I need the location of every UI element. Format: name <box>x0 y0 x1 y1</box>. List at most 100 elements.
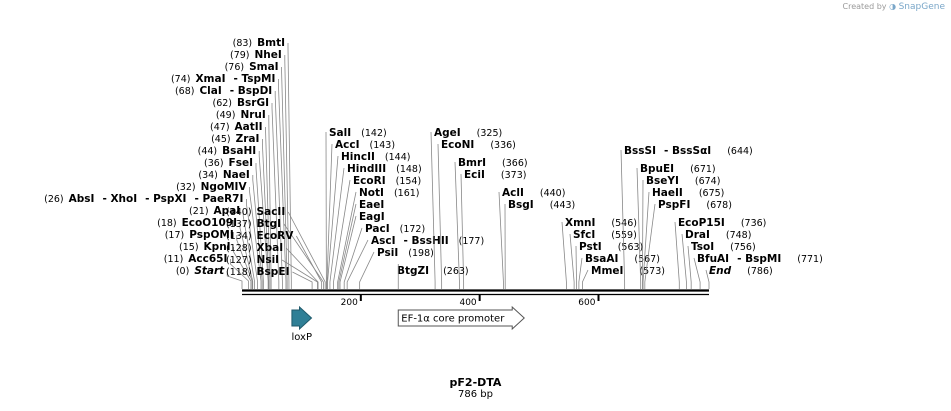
site-leader-bsrgi <box>271 103 280 289</box>
enzyme-name-clai: ClaI <box>199 85 221 97</box>
site-leader-paci <box>343 227 363 289</box>
site-position: (748) <box>726 230 752 241</box>
enzyme-name-hindiii: HindIII <box>347 163 386 175</box>
enzyme-name-paci: PacI <box>365 223 390 235</box>
enzyme-name-bsahi: BsaHI <box>222 145 256 157</box>
site-position: (79) <box>230 50 250 61</box>
enzyme-name-acc65i: Acc65I <box>188 253 227 265</box>
enzyme-name-aatii: AatII <box>235 121 263 133</box>
site-position: (177) <box>459 236 485 247</box>
site-leader-asci <box>346 239 369 289</box>
feature-arrow-ef-1-core-promoter <box>397 305 525 331</box>
site-position: (573) <box>639 266 665 277</box>
site-leader-aatii <box>265 127 271 289</box>
site-leader-sfci <box>569 233 575 289</box>
enzyme-name-xhoi: - XhoI <box>102 193 137 205</box>
site-leader-psii <box>359 251 375 289</box>
site-leader-tsoi <box>687 245 692 289</box>
site-leader-hincii <box>327 155 339 289</box>
enzyme-name-acci: AccI <box>335 139 359 151</box>
site-leader-ecori <box>333 179 351 289</box>
enzyme-name-btgzi: BtgZI <box>397 265 429 277</box>
site-label-ngomiv: (32) NgoMIV <box>176 181 247 193</box>
enzyme-name-drai: DraI <box>685 229 710 241</box>
plasmid-length: 786 bp <box>458 389 493 400</box>
enzyme-name-xmni: XmnI <box>565 217 595 229</box>
snapgene-credit: Created by ◑ SnapGene <box>843 2 946 12</box>
site-position: (154) <box>396 176 422 187</box>
site-label-tsoi: TsoI (756) <box>691 241 756 253</box>
site-position: (34) <box>198 170 218 181</box>
site-leader-drai <box>681 233 687 289</box>
site-label-bfuai: BfuAI - BspMI (771) <box>697 253 823 265</box>
site-leader-nhei <box>284 55 290 289</box>
site-position: (559) <box>611 230 637 241</box>
site-label-bsahi: (44) BsaHI <box>198 145 257 157</box>
site-position: (546) <box>611 218 637 229</box>
enzyme-name-xbai: XbaI <box>257 242 284 254</box>
enzyme-name-ecorv: EcoRV <box>257 230 295 242</box>
site-label-drai: DraI (748) <box>685 229 751 241</box>
enzyme-name-haeii: HaeII <box>652 187 683 199</box>
enzyme-name-bsaai: BsaAI <box>585 253 618 265</box>
site-label-bpuei: BpuEI (671) <box>640 163 716 175</box>
site-leader-bsaai <box>578 257 583 289</box>
site-leader-absi <box>245 199 258 289</box>
site-leader-pspomi <box>236 235 253 289</box>
site-leader-pspfi <box>644 203 656 289</box>
site-position: (771) <box>797 254 823 265</box>
enzyme-name-pspfi: PspFI <box>658 199 690 211</box>
site-label-kpni: (15) KpnI <box>179 241 231 253</box>
site-position: (198) <box>408 248 434 259</box>
site-label-sfci: SfcI (559) <box>573 229 637 241</box>
site-position: (127) <box>226 255 252 266</box>
site-leader-fsei <box>255 163 264 289</box>
site-position: (47) <box>210 122 230 133</box>
enzyme-name-eagi: EagI <box>359 211 385 223</box>
site-label-ecop15i: EcoP15I (736) <box>678 217 766 229</box>
enzyme-name-fsei: FseI <box>229 157 253 169</box>
site-label-sali: SalI (142) <box>329 127 387 139</box>
site-label-bsssi: BssSI - BssSαI (644) <box>624 145 753 157</box>
site-label-xmni: XmnI (546) <box>565 217 637 229</box>
site-label-noti: NotI (161) <box>359 187 419 199</box>
enzyme-name-naei: NaeI <box>223 169 250 181</box>
credit-prefix: Created by <box>842 2 887 11</box>
site-leader-ecorv <box>296 235 323 289</box>
site-leader-xmni <box>561 221 567 289</box>
site-position: (62) <box>213 98 233 109</box>
site-position: (26) <box>44 194 64 205</box>
site-label-ecii: EciI (373) <box>464 169 526 181</box>
site-position: (0) <box>176 266 189 277</box>
site-leader-clai <box>274 91 283 289</box>
site-leader-bmti <box>287 43 292 289</box>
site-label-start: (0) Start <box>176 265 225 277</box>
site-label-eaei: EaeI <box>359 199 384 211</box>
enzyme-name-psii: PsiI <box>377 247 398 259</box>
site-leader-hindiii <box>329 167 345 289</box>
enzyme-name-smai: SmaI <box>249 61 279 73</box>
site-position: (45) <box>211 134 231 145</box>
site-leader-nrui <box>268 115 272 289</box>
site-position: (11) <box>164 254 184 265</box>
site-leader-bspei <box>292 271 313 289</box>
feature-arrow-loxp <box>291 305 313 331</box>
site-label-bmri: BmrI (366) <box>458 157 528 169</box>
site-label-psti: PstI (563) <box>579 241 643 253</box>
site-position: (644) <box>727 146 753 157</box>
site-position: (21) <box>189 206 209 217</box>
axis-tick-label-200: 200 <box>341 298 358 308</box>
site-label-bmti: (83) BmtI <box>233 37 285 49</box>
enzyme-name-sfci: SfcI <box>573 229 595 241</box>
enzyme-name-tsoi: TsoI <box>691 241 714 253</box>
site-leader-smai <box>281 67 288 289</box>
site-position: (36) <box>204 158 224 169</box>
site-leader-ecii <box>460 173 465 289</box>
site-label-xbai: (128) XbaI <box>226 242 283 254</box>
site-leader-bsahi <box>258 151 269 289</box>
enzyme-name-absi: AbsI <box>69 193 95 205</box>
enzyme-name-bmri: BmrI <box>458 157 486 169</box>
site-position: (325) <box>477 128 503 139</box>
site-label-econi: EcoNI (336) <box>441 139 516 151</box>
